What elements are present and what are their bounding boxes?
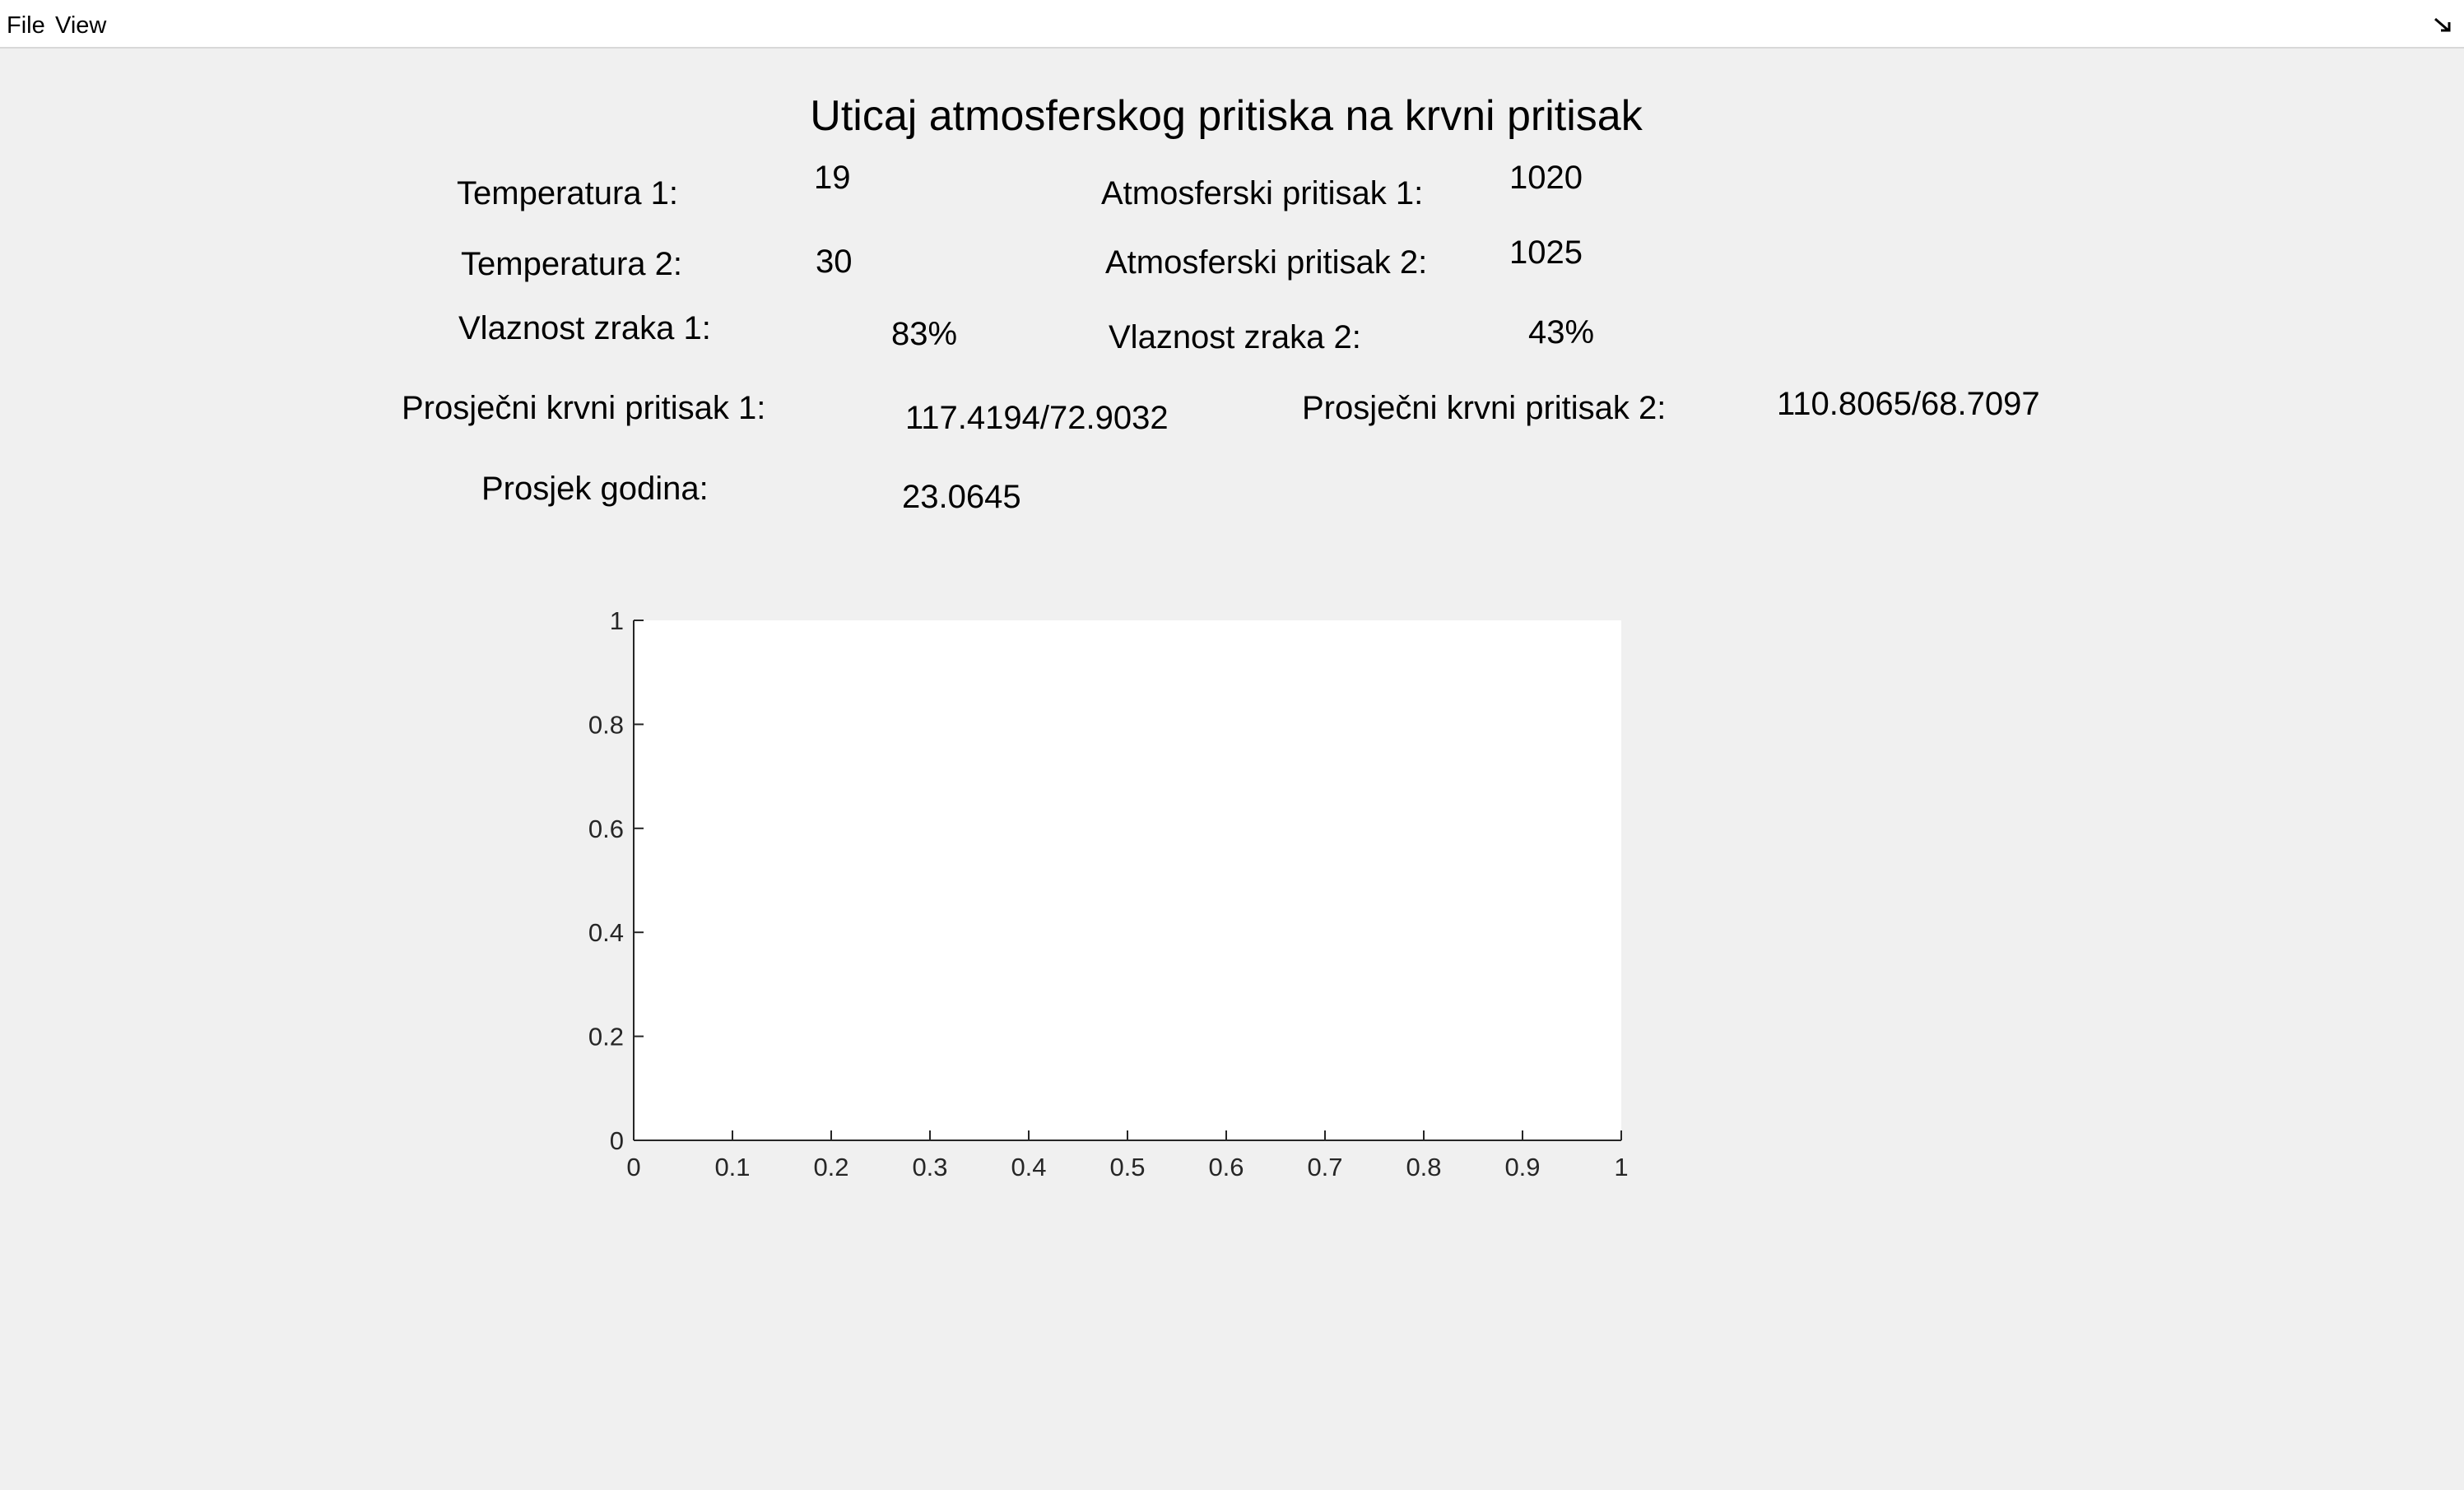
blood-pressure-1-value: 117.4194/72.9032 xyxy=(905,400,1169,436)
page-title: Uticaj atmosferskog pritiska na krvni pr… xyxy=(810,92,1643,140)
average-age-label: Prosjek godina: xyxy=(481,471,709,507)
temperature-2-value: 30 xyxy=(816,244,853,280)
y-tick-label: 0.4 xyxy=(588,918,624,947)
x-tick-label: 0.1 xyxy=(714,1153,750,1181)
empty-axes-chart: 0 0.1 0.2 0.3 0.4 0.5 0.6 0.7 0.8 0.9 1 0 0.2 0.4 0.6 0… xyxy=(588,606,1629,1181)
x-tick-label: 0.6 xyxy=(1208,1153,1244,1181)
y-tick-label: 1 xyxy=(610,606,624,635)
x-tick-label: 0.5 xyxy=(1109,1153,1145,1181)
atmospheric-pressure-1-label: Atmosferski pritisak 1: xyxy=(1101,175,1424,211)
menu-file[interactable]: File xyxy=(7,12,45,39)
plot-area xyxy=(634,620,1621,1140)
temperature-2-label: Temperatura 2: xyxy=(461,246,683,282)
chart-container: 0 0.1 0.2 0.3 0.4 0.5 0.6 0.7 0.8 0.9 1 0 0.2 0.4 0.6 0… xyxy=(560,601,1662,1193)
humidity-2-value: 43% xyxy=(1528,314,1595,350)
y-tick-label: 0.2 xyxy=(588,1023,624,1051)
y-tick-label: 0 xyxy=(610,1126,624,1155)
humidity-1-value: 83% xyxy=(891,316,958,352)
temperature-1-label: Temperatura 1: xyxy=(457,175,679,211)
y-tick-label: 0.6 xyxy=(588,815,624,843)
blood-pressure-2-value: 110.8065/68.7097 xyxy=(1777,386,2040,422)
x-tick-label: 0.3 xyxy=(912,1153,947,1181)
undock-icon[interactable] xyxy=(2433,16,2454,35)
average-age-value: 23.0645 xyxy=(902,479,1021,515)
humidity-1-label: Vlaznost zraka 1: xyxy=(458,310,711,346)
x-tick-label: 0 xyxy=(626,1153,640,1181)
x-tick-label: 0.7 xyxy=(1307,1153,1342,1181)
x-tick-label: 0.2 xyxy=(813,1153,848,1181)
atmospheric-pressure-2-label: Atmosferski pritisak 2: xyxy=(1105,244,1428,281)
humidity-2-label: Vlaznost zraka 2: xyxy=(1109,319,1361,355)
menu-view[interactable]: View xyxy=(55,12,107,39)
x-tick-label: 0.4 xyxy=(1011,1153,1046,1181)
x-tick-label: 1 xyxy=(1614,1153,1628,1181)
atmospheric-pressure-2-value: 1025 xyxy=(1509,234,1583,271)
temperature-1-value: 19 xyxy=(814,160,851,196)
blood-pressure-1-label: Prosječni krvni pritisak 1: xyxy=(402,390,766,426)
x-tick-label: 0.9 xyxy=(1504,1153,1540,1181)
x-tick-label: 0.8 xyxy=(1406,1153,1441,1181)
y-tick-label: 0.8 xyxy=(588,710,624,739)
blood-pressure-2-label: Prosječni krvni pritisak 2: xyxy=(1302,390,1667,426)
atmospheric-pressure-1-value: 1020 xyxy=(1509,160,1583,196)
menu-bar: File View xyxy=(0,0,2464,49)
